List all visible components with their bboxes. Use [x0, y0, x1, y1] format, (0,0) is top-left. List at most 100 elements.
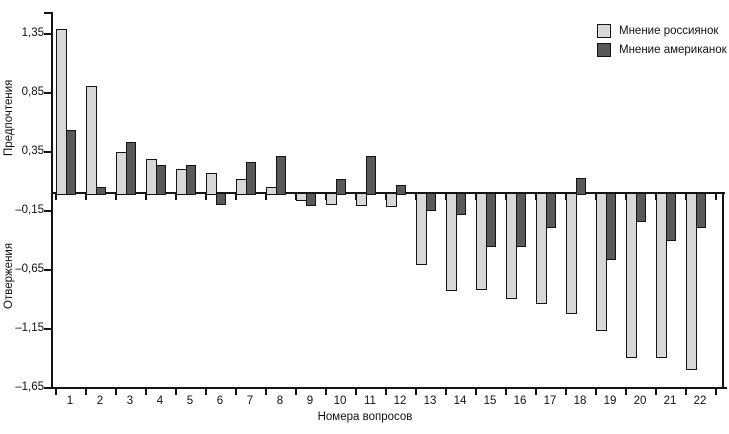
zero-line-tick [715, 194, 717, 200]
bar-american-q22 [696, 193, 706, 228]
x-axis-tick [115, 389, 117, 395]
x-axis-tick [655, 389, 657, 395]
x-axis-tick [355, 389, 357, 395]
x-tick-label: 11 [364, 395, 376, 407]
bar-american-q18 [576, 178, 586, 195]
x-tick-label: 21 [663, 395, 677, 407]
bar-russian-q10 [326, 193, 337, 205]
bar-russian-q1 [56, 29, 67, 195]
x-axis-tick [565, 389, 567, 395]
bar-russian-q6 [206, 173, 217, 195]
y-tick [44, 210, 51, 212]
bar-russian-q12 [386, 193, 397, 207]
zero-line-tick [145, 194, 147, 200]
y-tick-label: –1,65 [15, 381, 44, 393]
bar-american-q13 [426, 193, 436, 211]
x-tick-label: 12 [393, 395, 407, 407]
x-tick-label: 19 [603, 395, 617, 407]
x-axis-tick [295, 389, 297, 395]
bar-american-q9 [306, 193, 316, 206]
bar-russian-q14 [446, 193, 457, 291]
x-axis-tick [385, 389, 387, 395]
bar-russian-q18 [566, 193, 577, 314]
x-tick-label: 1 [66, 395, 74, 407]
zero-line-tick [265, 194, 267, 200]
bar-american-q12 [396, 185, 406, 195]
x-axis-tick [265, 389, 267, 395]
y-axis-cap-tick [44, 12, 51, 14]
bar-russian-q2 [86, 86, 97, 195]
y-axis-title-preferences: Предпочтения [3, 79, 15, 157]
x-axis-tick [685, 389, 687, 395]
x-axis-tick [85, 389, 87, 395]
bar-american-q10 [336, 179, 346, 195]
legend-label-american: Мнение американок [619, 44, 727, 56]
bar-american-q16 [516, 193, 526, 247]
bar-american-q3 [126, 142, 136, 195]
x-tick-label: 14 [453, 395, 467, 407]
bar-american-q1 [66, 130, 76, 195]
bar-american-q14 [456, 193, 466, 215]
x-tick-label: 17 [543, 395, 557, 407]
bar-american-q5 [186, 165, 196, 195]
x-tick-label: 20 [633, 395, 647, 407]
legend-swatch-russian [597, 24, 611, 38]
x-axis-tick [235, 389, 237, 395]
x-axis-tick [535, 389, 537, 395]
y-tick-label: –0,65 [15, 263, 44, 275]
bar-american-q4 [156, 165, 166, 195]
legend-swatch-american [597, 43, 611, 57]
bar-american-q2 [96, 187, 106, 195]
bar-american-q7 [246, 162, 256, 195]
zero-line-tick [205, 194, 207, 200]
x-tick-label: 13 [423, 395, 437, 407]
zero-line-tick [235, 194, 237, 200]
zero-line-tick [85, 194, 87, 200]
bar-american-q19 [606, 193, 616, 260]
x-tick-label: 15 [483, 395, 497, 407]
x-tick-label: 4 [156, 395, 164, 407]
x-axis-tick [445, 389, 447, 395]
x-tick-label: 22 [693, 395, 707, 407]
bar-russian-q11 [356, 193, 367, 206]
x-tick-label: 9 [306, 395, 314, 407]
bar-american-q20 [636, 193, 646, 222]
x-tick-label: 3 [126, 395, 134, 407]
bar-american-q11 [366, 156, 376, 195]
y-tick [44, 151, 51, 153]
y-tick [44, 269, 51, 271]
zero-line-tick [55, 194, 57, 200]
x-axis-tick [475, 389, 477, 395]
x-axis-tick [505, 389, 507, 395]
x-tick-label: 16 [513, 395, 527, 407]
bar-russian-q21 [656, 193, 667, 358]
x-axis-title: Номера вопросов [317, 411, 413, 423]
y-tick [44, 33, 51, 35]
x-axis-tick [715, 389, 717, 395]
y-tick-label: 1,35 [21, 27, 44, 39]
bar-russian-q22 [686, 193, 697, 370]
bar-american-q15 [486, 193, 496, 247]
x-axis-tick [145, 389, 147, 395]
legend-item-american: Мнение американок [597, 43, 727, 57]
y-tick-label: –1,15 [15, 322, 44, 334]
x-axis-tick [205, 389, 207, 395]
x-tick-label: 5 [186, 395, 194, 407]
bar-american-q8 [276, 156, 286, 195]
y-axis-title-rejections: Отвержения [3, 242, 15, 310]
y-axis [51, 12, 53, 389]
zero-line-tick [175, 194, 177, 200]
x-axis [51, 387, 727, 389]
bar-russian-q13 [416, 193, 427, 265]
y-tick-label: 0,85 [21, 86, 44, 98]
y-tick [44, 387, 51, 389]
x-axis-tick [325, 389, 327, 395]
x-axis-tick [415, 389, 417, 395]
x-tick-label: 6 [216, 395, 224, 407]
bar-american-q17 [546, 193, 556, 228]
y-tick [44, 328, 51, 330]
x-tick-label: 10 [333, 395, 347, 407]
x-axis-tick [625, 389, 627, 395]
legend-label-russian: Мнение россиянок [619, 25, 719, 37]
